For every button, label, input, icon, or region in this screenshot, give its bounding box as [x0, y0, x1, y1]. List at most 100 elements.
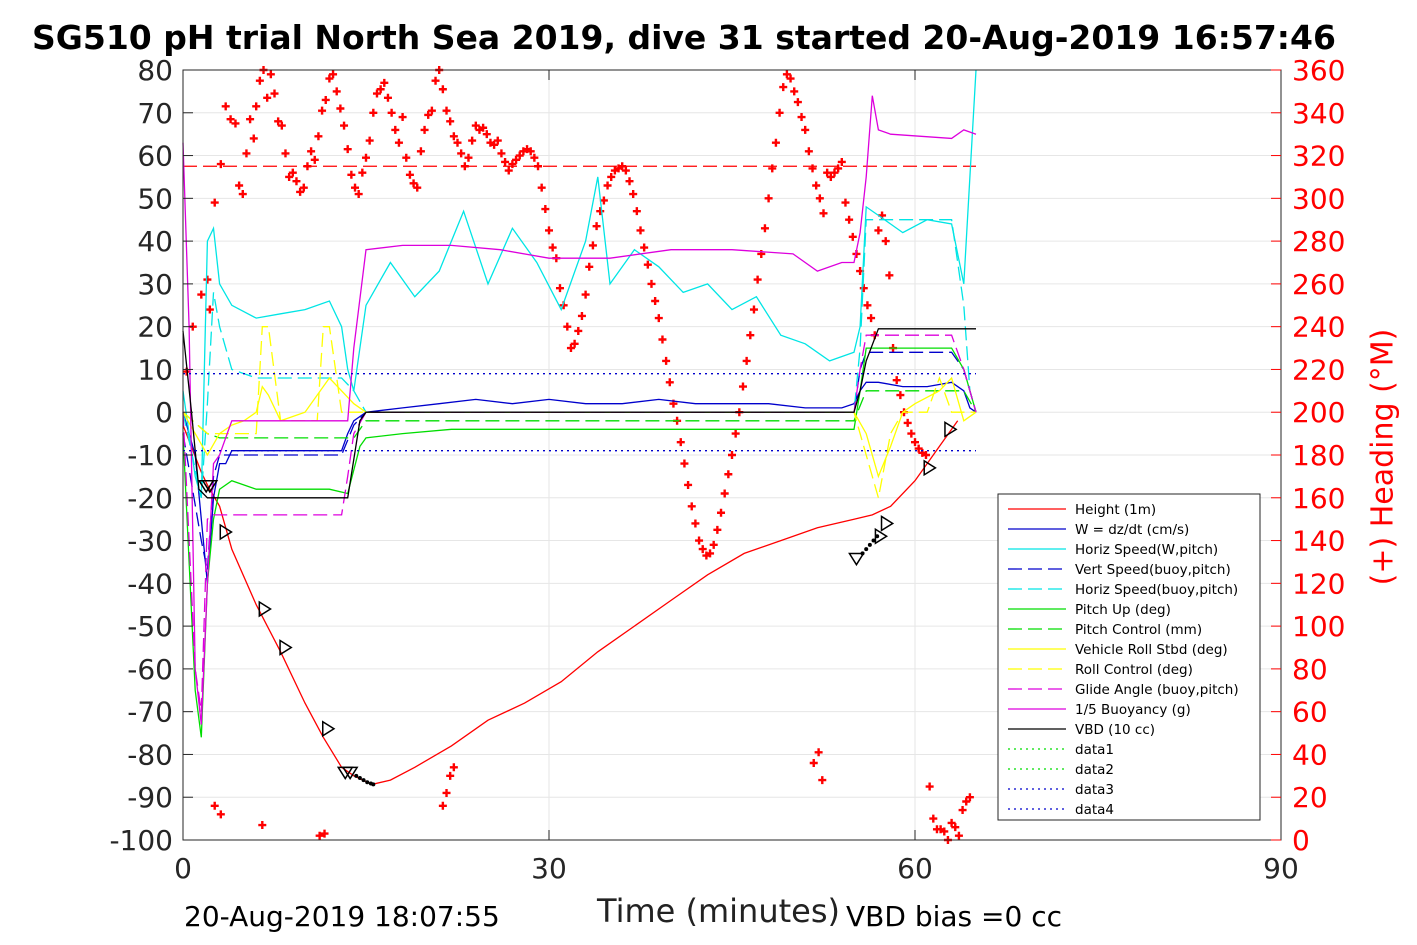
heading-point	[221, 102, 230, 111]
profile-marker	[322, 720, 336, 738]
heading-point	[907, 429, 916, 438]
y-tick-label-left: -90	[127, 781, 173, 814]
heading-point	[468, 136, 477, 145]
heading-point	[413, 183, 422, 192]
legend-label: Horiz Speed(W,pitch)	[1075, 542, 1218, 558]
series-line	[182, 420, 959, 786]
heading-point	[845, 215, 854, 224]
y-tick-label-left: -30	[127, 525, 173, 558]
heading-point	[911, 438, 919, 447]
heading-point	[534, 162, 543, 171]
heading-point	[347, 170, 356, 179]
heading-point	[358, 168, 367, 177]
y-tick-label-left: -40	[127, 567, 173, 600]
profile-marker	[880, 515, 895, 532]
y-tick-label-left: 60	[137, 140, 173, 173]
heading-point	[303, 162, 312, 171]
profile-dot	[864, 547, 869, 552]
heading-point	[881, 237, 890, 246]
y-tick-label-left: 80	[137, 54, 173, 87]
heading-point	[292, 177, 301, 186]
profile-marker	[944, 420, 958, 438]
legend-label: Roll Control (deg)	[1075, 662, 1193, 678]
heading-point	[216, 160, 225, 169]
heading-point	[654, 314, 663, 323]
y-tick-label-left: -100	[109, 824, 173, 857]
legend-label: Pitch Control (mm)	[1075, 622, 1202, 638]
heading-point	[812, 181, 821, 190]
heading-point	[563, 322, 572, 331]
y-tick-label-right: 260	[1292, 268, 1345, 301]
series-line	[182, 69, 977, 498]
heading-point	[504, 166, 513, 175]
heading-point	[457, 149, 466, 158]
heading-point	[242, 149, 251, 158]
heading-point	[592, 222, 601, 231]
heading-point	[779, 83, 788, 92]
heading-point	[274, 117, 283, 126]
heading-point	[314, 132, 323, 141]
y-tick-label-left: -80	[127, 738, 173, 771]
heading-point	[530, 153, 539, 162]
heading-point	[482, 130, 491, 139]
heading-point	[640, 243, 649, 252]
heading-point	[460, 162, 469, 171]
heading-point	[446, 117, 455, 126]
y-tick-label-right: 240	[1292, 311, 1345, 344]
y-tick-label-right: 0	[1292, 824, 1310, 857]
y-tick-label-right: 100	[1292, 610, 1345, 643]
heading-point	[318, 106, 327, 115]
heading-point	[834, 164, 843, 173]
heading-point	[809, 759, 818, 767]
y-tick-label-right: 280	[1292, 225, 1345, 258]
series-line	[182, 328, 976, 499]
y-tick-label-left: 50	[137, 182, 173, 215]
heading-point	[724, 470, 733, 479]
heading-point	[793, 98, 802, 107]
heading-point	[925, 782, 934, 791]
heading-point	[541, 205, 550, 214]
heading-point	[819, 209, 828, 218]
heading-point	[585, 262, 594, 271]
heading-point	[438, 801, 447, 810]
heading-point	[362, 153, 370, 162]
heading-point	[680, 459, 689, 468]
heading-point	[258, 821, 267, 830]
heading-point	[629, 190, 638, 199]
heading-point	[387, 108, 396, 117]
heading-point	[336, 104, 345, 113]
heading-point	[285, 172, 294, 181]
heading-point	[320, 829, 329, 838]
x-tick-label: 30	[531, 852, 567, 885]
y-tick-label-right: 20	[1292, 781, 1328, 814]
heading-point	[526, 147, 535, 156]
y-tick-label-right: 40	[1292, 738, 1328, 771]
heading-point	[442, 106, 451, 115]
heading-point	[442, 788, 451, 797]
heading-point	[497, 149, 506, 158]
profile-dot	[860, 551, 865, 556]
heading-point	[823, 168, 832, 177]
heading-point	[738, 382, 747, 391]
heading-point	[786, 74, 795, 83]
heading-point	[329, 70, 338, 79]
profile-dot	[357, 775, 362, 780]
heading-point	[266, 70, 275, 79]
heading-point	[383, 93, 392, 102]
y-tick-label-left: -20	[127, 482, 173, 515]
heading-point	[753, 275, 762, 284]
heading-point	[782, 70, 791, 79]
heading-point	[921, 451, 930, 459]
y-tick-label-left: 30	[137, 268, 173, 301]
heading-point	[281, 149, 290, 158]
footer-vbd-bias: VBD bias =0 cc	[846, 900, 1062, 933]
heading-point	[249, 134, 258, 143]
legend-label: data3	[1075, 782, 1114, 798]
heading-point	[625, 177, 634, 186]
heading-point	[512, 155, 521, 164]
heading-point	[958, 806, 967, 815]
heading-point	[210, 198, 219, 207]
heading-point	[951, 823, 960, 832]
profile-dot	[371, 782, 376, 787]
axis-tick-labels: 0 30 60 9080706050403020100-10-20-30-40-50-…	[109, 54, 1345, 885]
